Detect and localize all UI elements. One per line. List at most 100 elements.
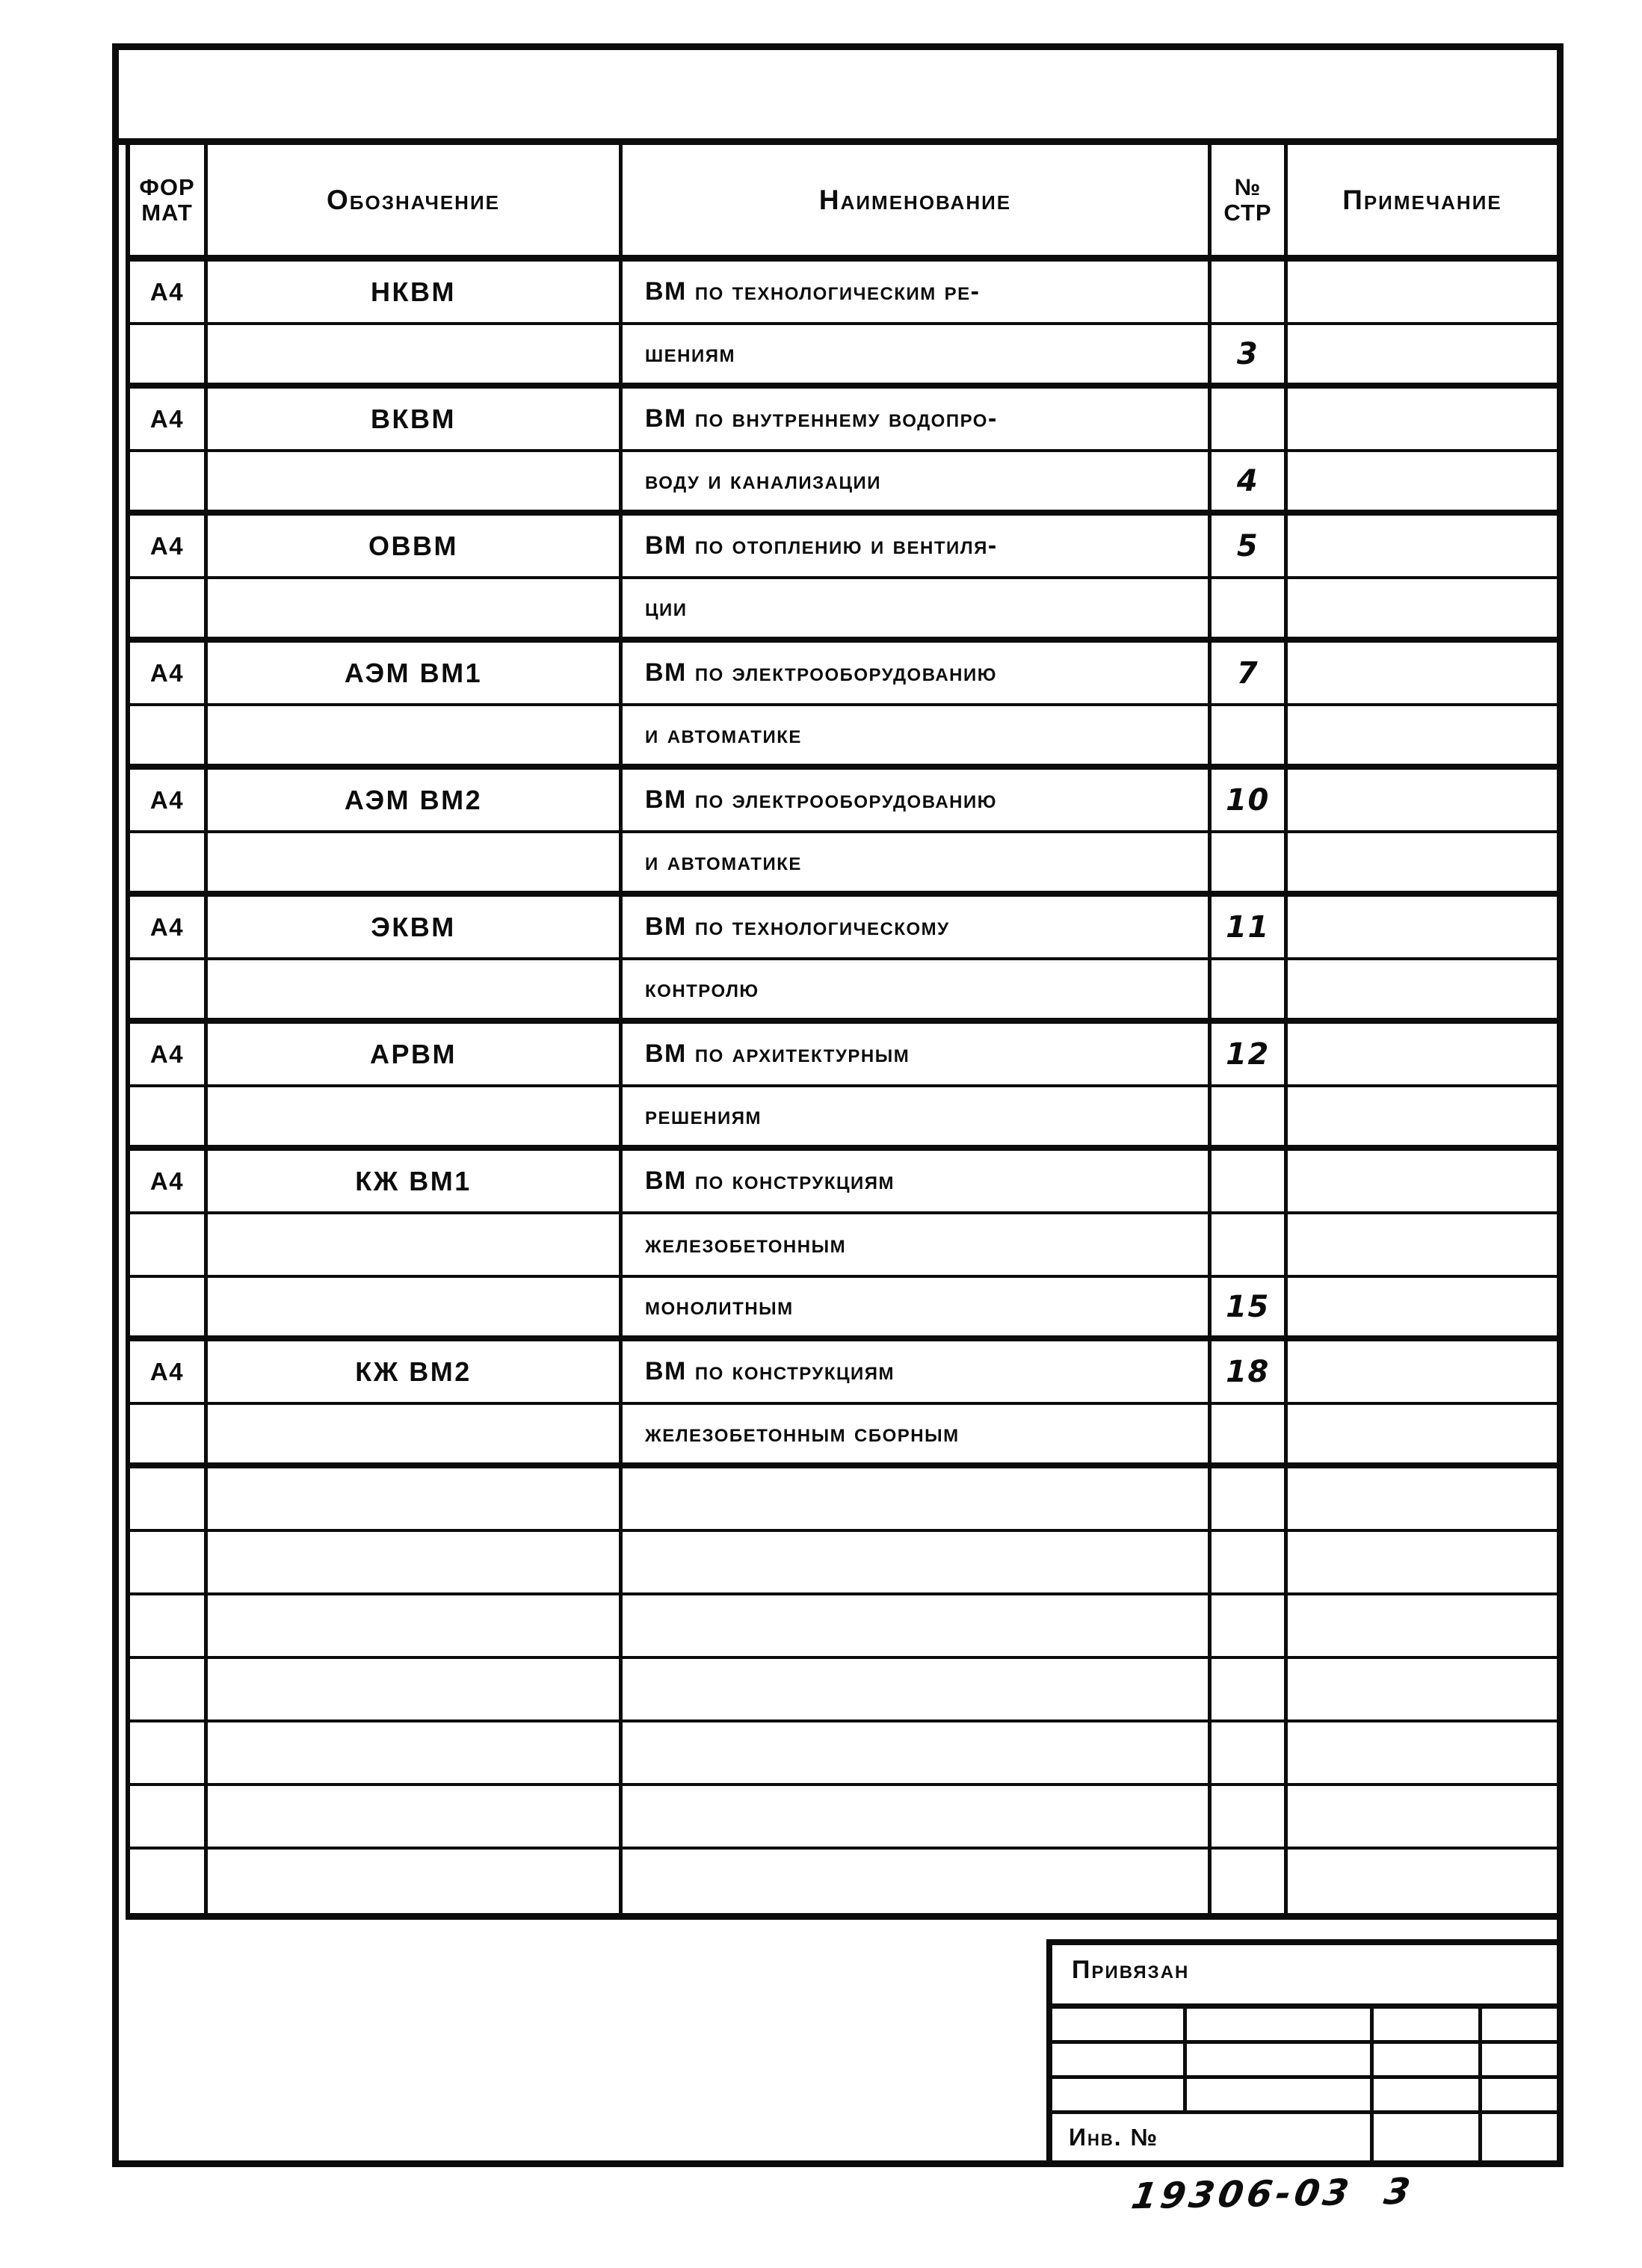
- cell-designation: [208, 1468, 623, 1532]
- cell-name: ВМ по технологическим ре-: [623, 262, 1212, 325]
- cell-note: [1288, 706, 1557, 770]
- cell-format: [130, 325, 208, 389]
- header-page-line1: №: [1234, 174, 1262, 201]
- cell-designation: [208, 325, 623, 389]
- cell-format: [130, 1722, 208, 1786]
- cell-name: ВМ по электрооборудованию: [623, 643, 1212, 706]
- cell-name: контролю: [623, 960, 1212, 1024]
- header-page-number: № СТР: [1212, 145, 1288, 262]
- cell-note: [1288, 516, 1557, 579]
- cell-designation: [208, 960, 623, 1024]
- cell-page: 10: [1212, 770, 1288, 833]
- cell-designation: ОВВМ: [208, 516, 623, 579]
- cell-page: [1212, 1405, 1288, 1468]
- cell-page: [1212, 389, 1288, 452]
- header-page-line2: СТР: [1223, 199, 1272, 226]
- cell-page: [1212, 1151, 1288, 1214]
- cell-designation: [208, 1405, 623, 1468]
- top-strip-divider: [112, 138, 1564, 145]
- contents-table: ФОР МАТ Обозначение Наименование № СТР П…: [126, 145, 1557, 1920]
- cell-note: [1288, 1659, 1557, 1722]
- header-format-line1: ФОР: [139, 174, 195, 201]
- cell-format: [130, 452, 208, 516]
- cell-format: А4: [130, 389, 208, 452]
- cell-designation: [208, 1595, 623, 1659]
- cell-note: [1288, 325, 1557, 389]
- cell-designation: [208, 1722, 623, 1786]
- cell-name: [623, 1850, 1212, 1913]
- cell-page: [1212, 262, 1288, 325]
- title-block: Привязан Инв. №: [1046, 1939, 1564, 2167]
- cell-page: 7: [1212, 643, 1288, 706]
- cell-page: [1212, 1659, 1288, 1722]
- header-name: Наименование: [623, 145, 1212, 262]
- stamp-cell: [1482, 2044, 1558, 2079]
- cell-designation: [208, 1087, 623, 1151]
- cell-page: 12: [1212, 1024, 1288, 1087]
- cell-note: [1288, 262, 1557, 325]
- cell-note: [1288, 1087, 1557, 1151]
- cell-name: воду и канализации: [623, 452, 1212, 516]
- cell-name: [623, 1468, 1212, 1532]
- cell-note: [1288, 1468, 1557, 1532]
- cell-designation: [208, 1850, 623, 1913]
- cell-name: [623, 1532, 1212, 1595]
- cell-note: [1288, 897, 1557, 960]
- cell-name: [623, 1659, 1212, 1722]
- cell-format: [130, 1850, 208, 1913]
- cell-note: [1288, 1341, 1557, 1405]
- cell-format: [130, 1405, 208, 1468]
- cell-format: [130, 1214, 208, 1278]
- cell-format: [130, 1278, 208, 1341]
- cell-format: А4: [130, 897, 208, 960]
- cell-name: железобетонным сборным: [623, 1405, 1212, 1468]
- cell-format: [130, 1659, 208, 1722]
- cell-designation: АЭМ ВМ1: [208, 643, 623, 706]
- stamp-cell: [1052, 2044, 1187, 2079]
- cell-format: [130, 1468, 208, 1532]
- inventory-number-cell: Инв. №: [1052, 2114, 1374, 2161]
- cell-designation: [208, 1659, 623, 1722]
- cell-name: и автоматике: [623, 706, 1212, 770]
- cell-format: А4: [130, 1341, 208, 1405]
- cell-note: [1288, 1278, 1557, 1341]
- cell-note: [1288, 643, 1557, 706]
- cell-page: [1212, 1532, 1288, 1595]
- cell-format: А4: [130, 516, 208, 579]
- cell-designation: [208, 1786, 623, 1850]
- header-designation: Обозначение: [208, 145, 623, 262]
- cell-format: [130, 1595, 208, 1659]
- cell-note: [1288, 1722, 1557, 1786]
- cell-format: [130, 833, 208, 897]
- stamp-cell: [1374, 2079, 1482, 2114]
- doc-number-handwriting: 19306-03 3: [1129, 2170, 1417, 2218]
- cell-note: [1288, 579, 1557, 643]
- stamp-cell: [1482, 2079, 1558, 2114]
- cell-designation: ЭКВМ: [208, 897, 623, 960]
- cell-note: [1288, 1786, 1557, 1850]
- stamp-cell: [1482, 2009, 1558, 2044]
- cell-designation: [208, 1214, 623, 1278]
- cell-name: ВМ по конструкциям: [623, 1341, 1212, 1405]
- cell-page: 3: [1212, 325, 1288, 389]
- cell-name: [623, 1722, 1212, 1786]
- stamp-cell: [1482, 2114, 1558, 2161]
- cell-page: 5: [1212, 516, 1288, 579]
- cell-page: [1212, 1214, 1288, 1278]
- cell-name: ВМ по внутреннему водопро-: [623, 389, 1212, 452]
- cell-page: [1212, 960, 1288, 1024]
- cell-page: [1212, 1722, 1288, 1786]
- header-note: Примечание: [1288, 145, 1557, 262]
- cell-page: 15: [1212, 1278, 1288, 1341]
- stamp-cell: [1374, 2009, 1482, 2044]
- cell-designation: КЖ ВМ1: [208, 1151, 623, 1214]
- cell-designation: [208, 452, 623, 516]
- cell-name: ции: [623, 579, 1212, 643]
- cell-page: [1212, 833, 1288, 897]
- cell-note: [1288, 1405, 1557, 1468]
- stamp-cell: [1187, 2009, 1374, 2044]
- outer-frame: [112, 43, 1564, 2167]
- cell-note: [1288, 389, 1557, 452]
- cell-note: [1288, 833, 1557, 897]
